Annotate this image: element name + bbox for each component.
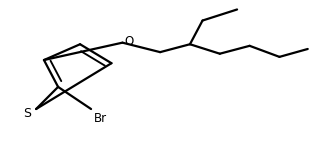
Text: Br: Br	[94, 112, 107, 125]
Text: S: S	[23, 106, 31, 119]
Text: O: O	[124, 35, 134, 48]
